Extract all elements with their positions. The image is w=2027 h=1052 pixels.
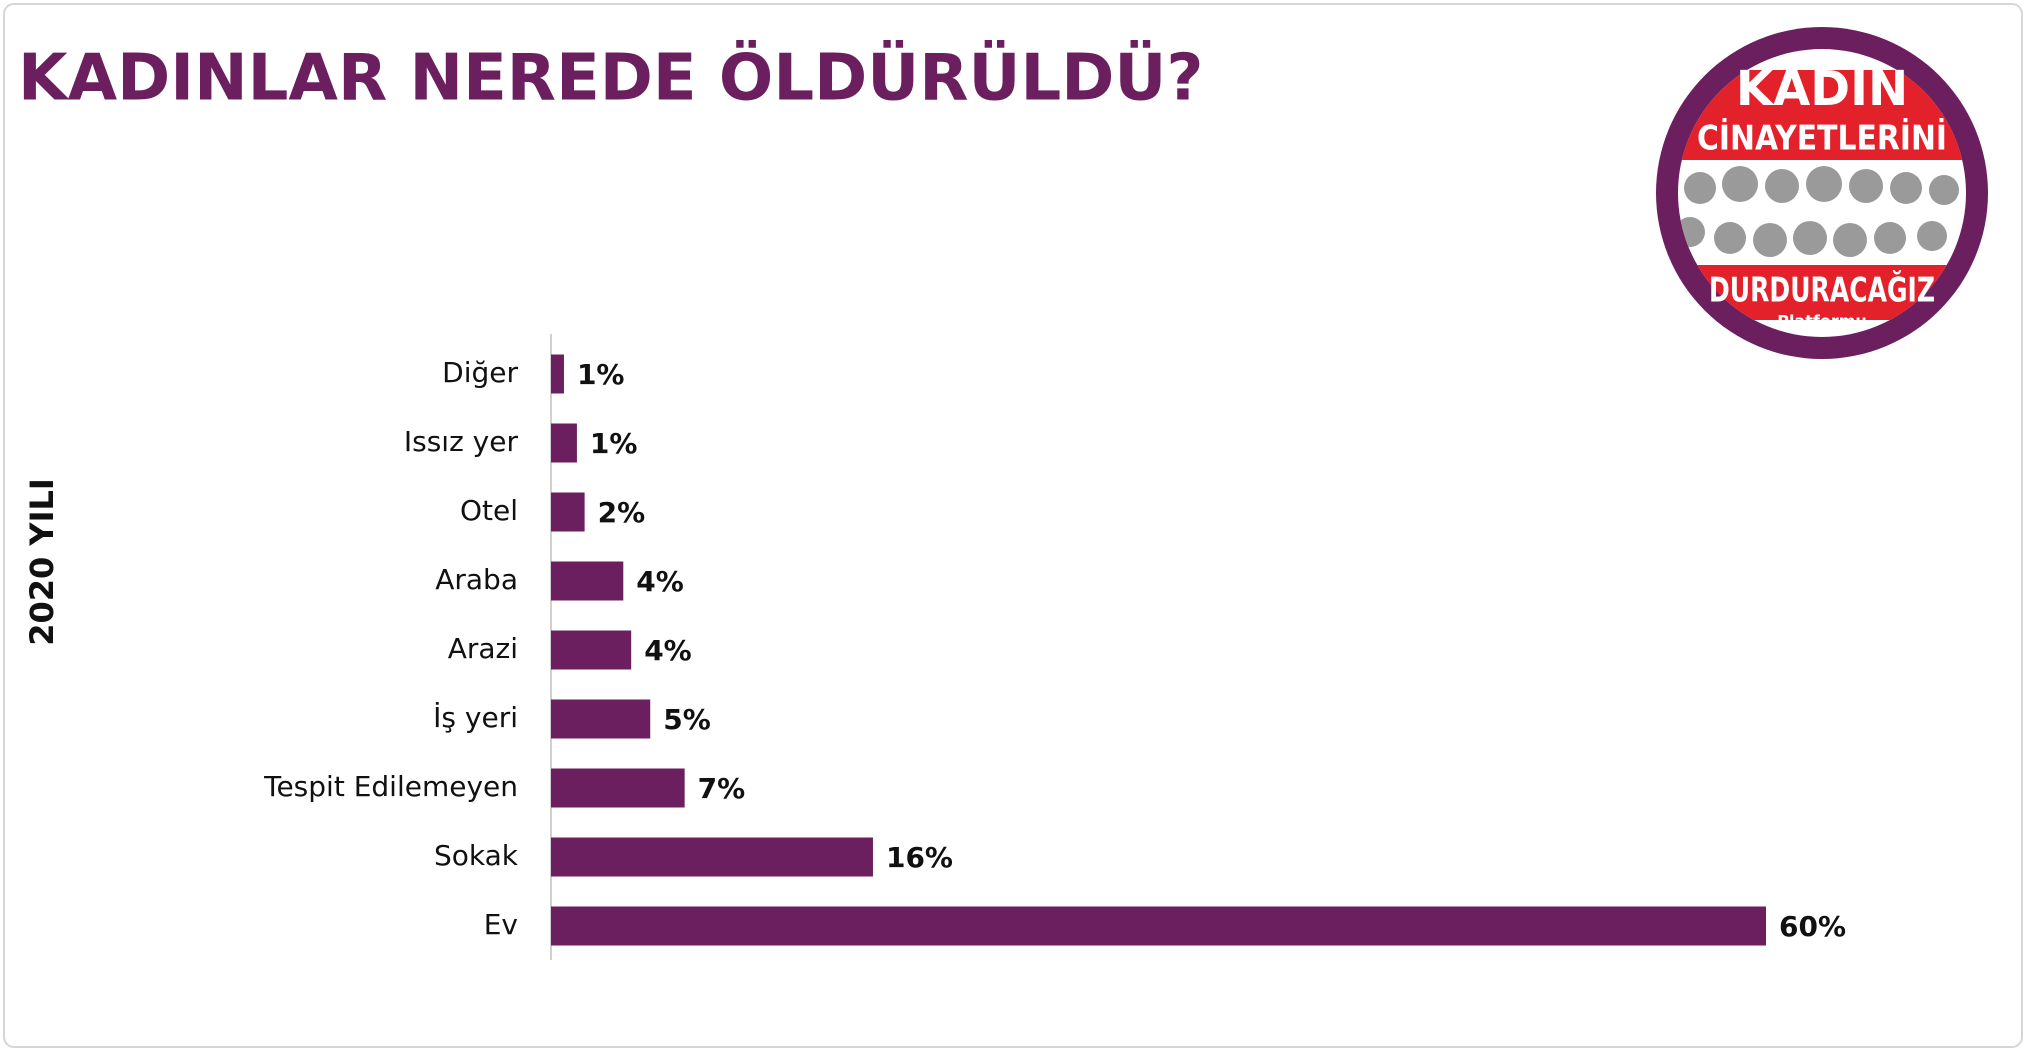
logo-faces [1678, 166, 1959, 257]
y-tick-label: Diğer [442, 356, 518, 389]
data-label: 2% [598, 496, 646, 529]
bar [551, 492, 585, 532]
bar [551, 630, 632, 670]
bar [551, 699, 651, 739]
bar [551, 423, 577, 463]
bar [551, 837, 873, 877]
data-label: 7% [698, 772, 746, 805]
y-tick-label: Arazi [448, 632, 518, 665]
y-tick-label: Ev [484, 908, 518, 941]
frame [3, 3, 2023, 1048]
chart-title: KADINLAR NEREDE ÖLDÜRÜLDÜ? [18, 40, 1203, 116]
data-label: 1% [590, 427, 638, 460]
y-tick-label: Otel [460, 494, 518, 527]
data-label: 5% [663, 703, 711, 736]
logo-text: KADIN [1736, 61, 1908, 117]
y-axis-label: 2020 YILI [23, 478, 61, 646]
y-tick-label: Sokak [434, 839, 519, 872]
y-tick-label: İş yeri [433, 701, 518, 734]
y-tick-label: Tespit Edilemeyen [263, 770, 518, 803]
bar [551, 354, 564, 394]
data-label: 1% [577, 358, 625, 391]
y-tick-label: Araba [435, 563, 518, 596]
y-tick-label: Issız yer [404, 425, 519, 458]
logo: KADIN CİNAYETLERİNİ DURDURACAĞIZ Platfor… [1656, 27, 1988, 359]
data-label: 60% [1779, 910, 1846, 943]
logo-text: DURDURACAĞIZ [1709, 270, 1935, 311]
data-label: 4% [644, 634, 692, 667]
bar [551, 561, 624, 601]
logo-text: Platformu [1777, 312, 1867, 331]
bar [551, 906, 1766, 946]
data-label: 16% [886, 841, 953, 874]
logo-text: CİNAYETLERİNİ [1697, 118, 1947, 159]
data-label: 4% [636, 565, 684, 598]
bar [551, 768, 685, 808]
